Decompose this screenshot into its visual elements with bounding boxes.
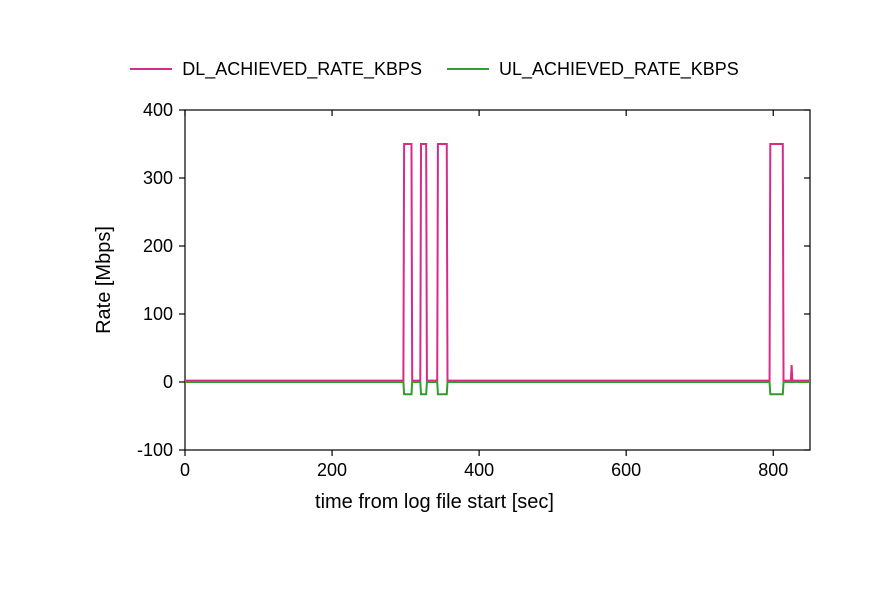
- svg-text:-100: -100: [137, 440, 173, 460]
- svg-text:0: 0: [163, 372, 173, 392]
- legend-swatch-dl: [130, 68, 172, 70]
- svg-text:200: 200: [143, 236, 173, 256]
- legend-item-ul: UL_ACHIEVED_RATE_KBPS: [447, 59, 739, 80]
- x-axis-label: time from log file start [sec]: [0, 491, 869, 514]
- legend-item-dl: DL_ACHIEVED_RATE_KBPS: [130, 59, 422, 80]
- svg-text:600: 600: [611, 460, 641, 480]
- svg-text:100: 100: [143, 304, 173, 324]
- svg-text:200: 200: [317, 460, 347, 480]
- legend-label-ul: UL_ACHIEVED_RATE_KBPS: [499, 59, 739, 80]
- svg-text:0: 0: [180, 460, 190, 480]
- legend-label-dl: DL_ACHIEVED_RATE_KBPS: [182, 59, 422, 80]
- legend: DL_ACHIEVED_RATE_KBPS UL_ACHIEVED_RATE_K…: [0, 54, 869, 80]
- svg-text:300: 300: [143, 168, 173, 188]
- svg-text:400: 400: [464, 460, 494, 480]
- svg-text:400: 400: [143, 100, 173, 120]
- svg-text:Rate [Mbps]: Rate [Mbps]: [93, 226, 115, 334]
- legend-swatch-ul: [447, 68, 489, 70]
- rate-chart: DL_ACHIEVED_RATE_KBPS UL_ACHIEVED_RATE_K…: [0, 0, 869, 584]
- svg-text:800: 800: [758, 460, 788, 480]
